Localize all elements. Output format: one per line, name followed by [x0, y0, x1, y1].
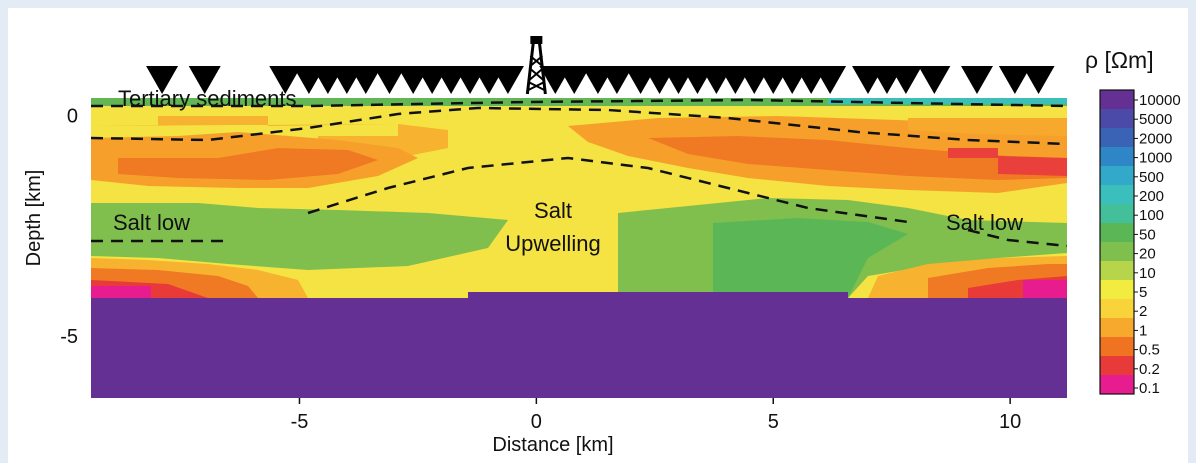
basement-layer	[91, 292, 1067, 398]
colorbar-swatch	[1100, 128, 1134, 148]
station-triangle	[889, 66, 922, 94]
colorbar-label: 0.1	[1139, 380, 1160, 397]
colorbar-swatch	[1100, 375, 1134, 395]
station-triangle	[188, 66, 221, 94]
colorbar-label: 10000	[1139, 92, 1181, 109]
x-tick-label: 10	[999, 411, 1021, 433]
colorbar-swatch	[1100, 166, 1134, 186]
colorbar-label: 2000	[1139, 130, 1172, 147]
green-body-right-dark	[713, 218, 908, 298]
band-lower-right-magenta	[1023, 280, 1067, 298]
band-right-top	[908, 118, 1067, 136]
band-left-dark-orange	[118, 148, 378, 180]
colorbar-swatch	[1100, 204, 1134, 224]
label-upwelling: Upwelling	[505, 231, 600, 256]
station-triangle	[558, 66, 591, 94]
x-axis-ticks: -5 0 5 10	[291, 398, 1021, 433]
colorbar-label: 50	[1139, 226, 1156, 243]
station-triangle	[491, 66, 524, 94]
colorbar: 10000 5000 2000 1000 500 200 100 50 20 10 5 2 1 0.5 0.…	[1099, 89, 1181, 397]
station-triangle	[373, 66, 406, 94]
station-triangle	[960, 66, 993, 94]
colorbar-swatch	[1100, 280, 1134, 300]
colorbar-label: 1	[1139, 322, 1147, 339]
y-axis-label: Depth [km]	[23, 170, 45, 267]
station-triangle	[600, 66, 633, 94]
station-triangle	[349, 66, 382, 94]
x-tick-label: -5	[291, 411, 309, 433]
x-tick-label: 0	[531, 411, 542, 433]
plot-area	[91, 98, 1067, 398]
colorbar-swatch	[1100, 356, 1134, 376]
band-lower-left-magenta	[91, 286, 151, 298]
station-triangle	[1022, 66, 1055, 94]
colorbar-swatch	[1100, 147, 1134, 167]
colorbar-label: 10	[1139, 265, 1156, 282]
colorbar-label: 5	[1139, 284, 1147, 301]
colorbar-swatch	[1100, 185, 1134, 205]
figure-panel: ρ [Ωm]	[8, 8, 1188, 463]
colorbar-label: 2	[1139, 303, 1147, 320]
colorbar-label: 100	[1139, 207, 1164, 224]
colorbar-swatch	[1100, 318, 1134, 338]
label-salt: Salt	[534, 198, 572, 223]
colorbar-swatch	[1100, 337, 1134, 357]
station-triangle	[918, 66, 951, 94]
station-triangle	[269, 66, 302, 94]
label-salt-low-left: Salt low	[113, 210, 190, 235]
colorbar-label: 200	[1139, 188, 1164, 205]
label-tertiary-sediments: Tertiary sediments	[118, 86, 297, 111]
salt-low-right-line	[967, 228, 1067, 248]
well-derrick-top	[530, 36, 543, 44]
colorbar-label: 1000	[1139, 150, 1172, 167]
green-body-left	[91, 203, 508, 270]
station-triangle	[814, 66, 847, 94]
colorbar-frame	[1099, 89, 1135, 395]
colorbar-label: 0.5	[1139, 342, 1160, 359]
surface-layer-cyan	[828, 98, 1067, 104]
well-derrick-braces	[527, 55, 545, 91]
colorbar-label: 20	[1139, 246, 1156, 263]
label-salt-low-right: Salt low	[946, 210, 1023, 235]
colorbar-label: 5000	[1139, 111, 1172, 128]
y-tick-label: 0	[67, 106, 78, 128]
station-markers	[146, 66, 1055, 94]
drilling-well-icon	[525, 36, 547, 95]
colorbar-swatch	[1100, 261, 1134, 281]
salt-top	[307, 156, 909, 224]
interpretation-lines	[91, 98, 1067, 248]
x-tick-label: 5	[768, 411, 779, 433]
colorbar-swatch	[1100, 223, 1134, 243]
band-right-dark-orange	[648, 136, 1067, 180]
station-triangle	[146, 66, 179, 94]
band-right-red	[998, 156, 1067, 176]
band-right-red-2	[948, 148, 998, 158]
colorbar-label: 0.2	[1139, 361, 1160, 378]
horizon-tertiary-base	[91, 106, 1067, 146]
resistivity-section-figure: ρ [Ωm]	[23, 36, 1181, 456]
colorbar-swatch	[1100, 242, 1134, 262]
colorbar-swatch	[1100, 109, 1134, 129]
colorbar-title: ρ [Ωm]	[1085, 47, 1154, 73]
colorbar-swatch	[1100, 90, 1134, 110]
y-axis-ticks: 0 -5	[60, 106, 78, 349]
y-tick-label: -5	[60, 326, 78, 348]
colorbar-label: 500	[1139, 169, 1164, 186]
horizon-top	[91, 98, 1067, 108]
station-triangle	[998, 66, 1031, 94]
x-axis-label: Distance [km]	[492, 434, 613, 456]
colorbar-swatch	[1100, 299, 1134, 319]
